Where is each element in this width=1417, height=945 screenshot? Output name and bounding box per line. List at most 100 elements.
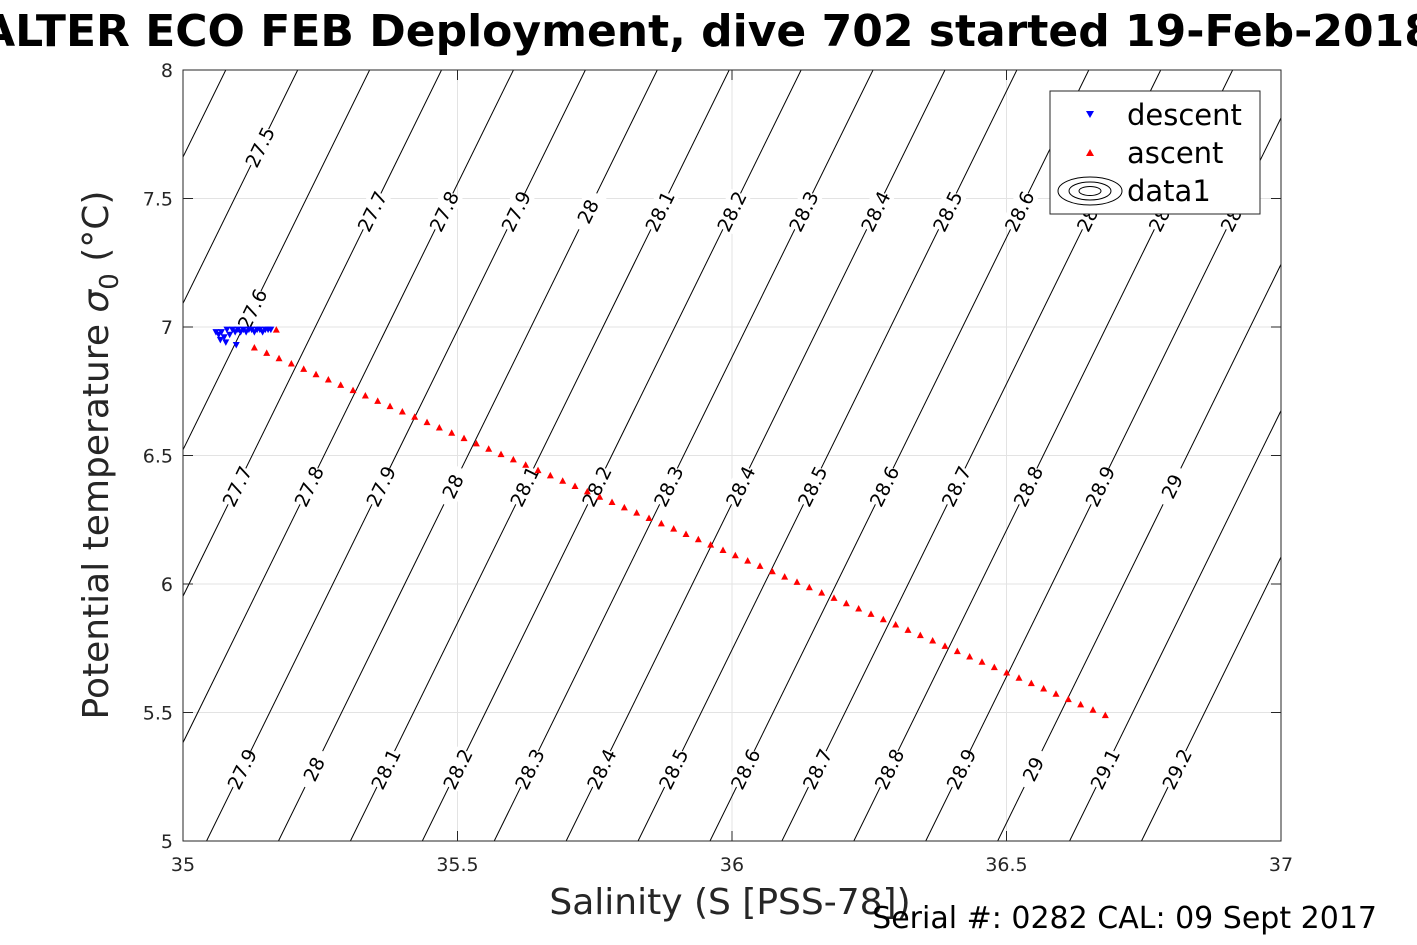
ascent-point	[1015, 674, 1023, 681]
ascent-point	[571, 482, 579, 490]
ascent-point	[719, 546, 727, 553]
ascent-point	[645, 514, 653, 521]
contour-label-bg	[362, 463, 400, 510]
contour-label-bg	[942, 746, 980, 792]
ascent-point	[250, 344, 258, 351]
y-axis-label-sigma: σ	[76, 289, 117, 313]
ascent-point	[448, 429, 456, 436]
ascent-point	[805, 583, 813, 591]
contour-label-bg	[712, 188, 751, 235]
axis-ticks: 35 35.5 36 36.5 37 5 5.5 6 6.5 7 7.5 8	[143, 60, 1293, 876]
ascent-point	[398, 407, 406, 415]
y-axis-label-subscript: 0	[95, 273, 125, 290]
contour-label-bg	[784, 188, 823, 235]
ascent-point	[731, 551, 739, 559]
contour-label-bg	[654, 746, 693, 792]
ascent-point	[374, 397, 382, 404]
density-contour-line	[183, 70, 371, 451]
descent-series	[212, 326, 275, 349]
ascent-series	[250, 326, 1109, 719]
legend-marker-descent	[1086, 111, 1094, 118]
ascent-point	[990, 663, 998, 671]
contour-label-bg	[721, 463, 760, 510]
ascent-point	[744, 557, 752, 564]
ascent-point	[275, 354, 283, 362]
ascent-point	[300, 365, 308, 372]
contour-label-bg	[577, 463, 616, 510]
ascent-point	[337, 381, 345, 388]
ascent-point	[509, 455, 517, 463]
ascent-point	[953, 647, 961, 655]
ascent-point	[522, 461, 530, 468]
y-tick-label: 7	[161, 317, 173, 339]
contour-label-bg	[870, 746, 908, 792]
contour-label-bg	[649, 463, 688, 510]
ascent-point	[916, 631, 924, 639]
ascent-point	[756, 562, 764, 569]
y-tick-label: 5	[161, 831, 173, 853]
ascent-point	[460, 434, 468, 442]
contour-label-bg	[1081, 463, 1119, 510]
x-tick-label: 37	[1269, 854, 1293, 876]
ascent-point	[670, 525, 678, 532]
density-contour-line	[1069, 409, 1281, 841]
contour-label-bg	[1000, 188, 1039, 235]
ascent-point	[867, 610, 875, 617]
descent-point	[267, 326, 275, 334]
ascent-point	[941, 642, 949, 649]
contour-label-bg	[434, 463, 472, 510]
contour-label-bg	[641, 188, 679, 235]
ascent-point	[546, 471, 554, 479]
ascent-point	[324, 376, 332, 383]
ascent-point	[1052, 690, 1060, 697]
contour-label-bg	[218, 463, 256, 510]
x-tick-label: 36.5	[985, 854, 1027, 876]
ascent-point	[892, 621, 900, 628]
contour-label-bg	[497, 188, 535, 235]
x-tick-label: 35.5	[436, 854, 478, 876]
ascent-point	[1027, 679, 1035, 687]
ascent-point	[620, 503, 628, 511]
ascent-point	[830, 594, 838, 601]
descent-point	[232, 341, 240, 349]
ascent-point	[435, 423, 443, 431]
contour-label-bg	[223, 746, 261, 792]
contour-label-bg	[1014, 746, 1052, 792]
chart-title: ALTER ECO FEB Deployment, dive 702 start…	[0, 6, 1417, 57]
footer-serial: Serial #: 0282 CAL: 09 Sept 2017	[872, 901, 1377, 936]
legend-marker-data1	[1057, 176, 1123, 206]
ascent-point	[818, 589, 826, 596]
ascent-point	[608, 498, 616, 506]
ascent-point	[497, 450, 505, 458]
ascent-point	[657, 519, 665, 527]
ascent-point	[1101, 711, 1109, 719]
contour-label-bg	[1158, 746, 1196, 792]
contour-label-bg	[726, 746, 765, 792]
y-tick-label: 6	[161, 574, 173, 596]
legend-label-descent: descent	[1127, 98, 1242, 132]
ascent-point	[361, 391, 369, 399]
density-contour-line	[183, 70, 299, 305]
descent-point	[226, 331, 234, 339]
contour-label-bg	[798, 746, 836, 792]
legend: descent ascent data1	[1049, 90, 1261, 215]
y-axis-label: Potential temperature σ0 (°C)	[76, 191, 125, 720]
legend-box	[1049, 90, 1261, 215]
descent-point	[216, 336, 224, 344]
contour-label-bg	[295, 746, 333, 792]
ascent-point	[472, 439, 480, 447]
x-tick-label: 35	[171, 854, 195, 876]
ascent-point	[485, 445, 493, 452]
density-contour-line	[1141, 555, 1281, 841]
density-contour-line	[997, 263, 1281, 841]
ascent-point	[781, 573, 789, 580]
contour-label-bg	[438, 746, 477, 792]
ascent-point	[534, 466, 542, 474]
contour-label-bg	[865, 463, 903, 510]
legend-label-ascent: ascent	[1127, 136, 1223, 170]
y-tick-label: 5.5	[143, 703, 173, 725]
ascent-point	[768, 567, 776, 575]
ascent-point	[1077, 700, 1085, 708]
ascent-point	[1064, 695, 1072, 703]
y-tick-label: 7.5	[143, 189, 173, 211]
